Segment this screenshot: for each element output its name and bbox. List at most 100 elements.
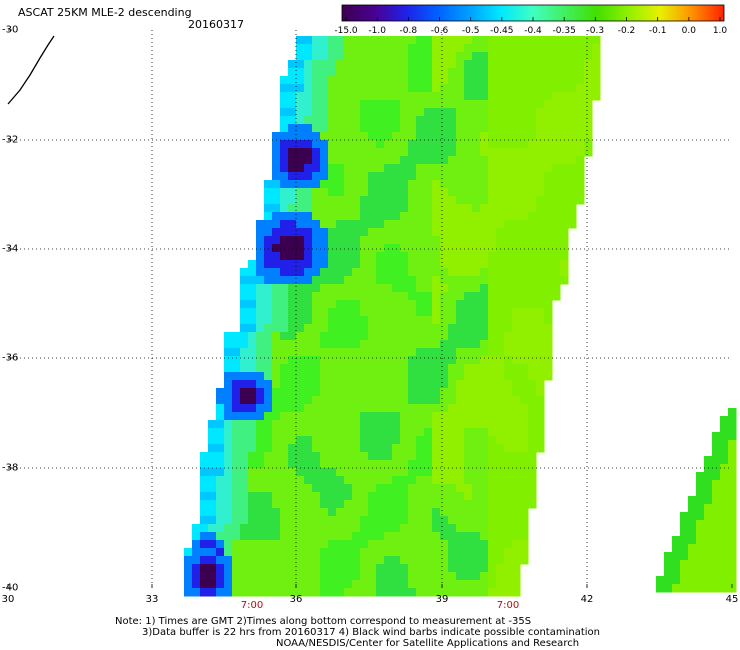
swath-cell	[560, 124, 569, 133]
swath-cell	[320, 364, 329, 373]
swath-cell	[464, 468, 473, 477]
swath-cell	[288, 268, 297, 277]
swath-cell	[496, 164, 505, 173]
swath-cell	[544, 236, 553, 245]
swath-cell	[232, 556, 241, 565]
swath-cell	[528, 44, 537, 53]
swath-cell	[216, 580, 225, 589]
swath-cell	[512, 244, 521, 253]
swath-cell	[456, 372, 465, 381]
map-date: 20160317	[188, 18, 244, 31]
swath-cell	[360, 52, 369, 61]
swath-cell	[560, 268, 569, 277]
swath-cell	[536, 204, 545, 213]
swath-cell	[448, 124, 457, 133]
swath-cell	[384, 212, 393, 221]
swath-cell	[488, 492, 497, 501]
swath-cell	[352, 92, 361, 101]
swath-cell	[504, 444, 513, 453]
swath-cell	[440, 316, 449, 325]
swath-cell	[480, 212, 489, 221]
swath-cell	[320, 388, 329, 397]
swath-cell	[504, 68, 513, 77]
swath-cell	[392, 540, 401, 549]
swath-cell	[520, 220, 529, 229]
swath-cell	[304, 524, 313, 533]
swath-cell	[552, 132, 561, 141]
swath-cell	[200, 540, 209, 549]
swath-cell	[408, 420, 417, 429]
swath-cell	[512, 364, 521, 373]
swath-cell	[320, 468, 329, 477]
swath-cell	[328, 196, 337, 205]
swath-cell	[344, 508, 353, 517]
swath-cell	[224, 460, 233, 469]
swath-cell	[688, 520, 697, 529]
swath-cell	[288, 460, 297, 469]
swath-cell	[504, 60, 513, 69]
swath-cell	[520, 404, 529, 413]
swath-cell	[448, 172, 457, 181]
swath-cell	[352, 76, 361, 85]
swath-cell	[384, 316, 393, 325]
swath-cell	[456, 452, 465, 461]
swath-cell	[296, 100, 305, 109]
swath-cell	[288, 76, 297, 85]
swath-cell	[376, 108, 385, 117]
swath-cell	[384, 124, 393, 133]
swath-cell	[480, 292, 489, 301]
swath-cell	[352, 364, 361, 373]
swath-cell	[504, 300, 513, 309]
swath-cell	[488, 372, 497, 381]
swath-cell	[296, 452, 305, 461]
swath-cell	[304, 124, 313, 133]
swath-cell	[352, 292, 361, 301]
swath-cell	[296, 492, 305, 501]
swath-cell	[480, 412, 489, 421]
swath-cell	[296, 428, 305, 437]
swath-cell	[464, 572, 473, 581]
swath-cell	[544, 372, 553, 381]
swath-cell	[288, 244, 297, 253]
swath-cell	[352, 308, 361, 317]
swath-cell	[520, 300, 529, 309]
swath-cell	[432, 468, 441, 477]
swath-cell	[280, 284, 289, 293]
swath-cell	[344, 252, 353, 261]
swath-cell	[512, 164, 521, 173]
swath-cell	[496, 204, 505, 213]
swath-cell	[232, 420, 241, 429]
swath-cell	[512, 300, 521, 309]
swath-cell	[272, 548, 281, 557]
swath-cell	[408, 92, 417, 101]
swath-cell	[328, 468, 337, 477]
swath-cell	[392, 252, 401, 261]
swath-cell	[568, 172, 577, 181]
swath-cell	[464, 516, 473, 525]
swath-cell	[304, 516, 313, 525]
note-line-1: Note: 1) Times are GMT 2)Times along bot…	[115, 616, 532, 627]
swath-cell	[392, 36, 401, 45]
swath-cell	[384, 540, 393, 549]
swath-cell	[560, 44, 569, 53]
swath-cell	[408, 188, 417, 197]
swath-cell	[352, 124, 361, 133]
swath-cell	[360, 420, 369, 429]
swath-cell	[504, 548, 513, 557]
swath-cell	[344, 212, 353, 221]
swath-cell	[408, 492, 417, 501]
swath-cell	[344, 52, 353, 61]
swath-cell	[360, 260, 369, 269]
swath-cell	[448, 588, 457, 597]
swath-cell	[712, 504, 721, 513]
swath-cell	[256, 260, 265, 269]
swath-cell	[312, 324, 321, 333]
swath-cell	[544, 276, 553, 285]
swath-cell	[552, 180, 561, 189]
swath-cell	[392, 340, 401, 349]
swath-cell	[688, 544, 697, 553]
swath-cell	[360, 36, 369, 45]
swath-cell	[720, 456, 729, 465]
swath-cell	[280, 236, 289, 245]
swath-cell	[384, 36, 393, 45]
